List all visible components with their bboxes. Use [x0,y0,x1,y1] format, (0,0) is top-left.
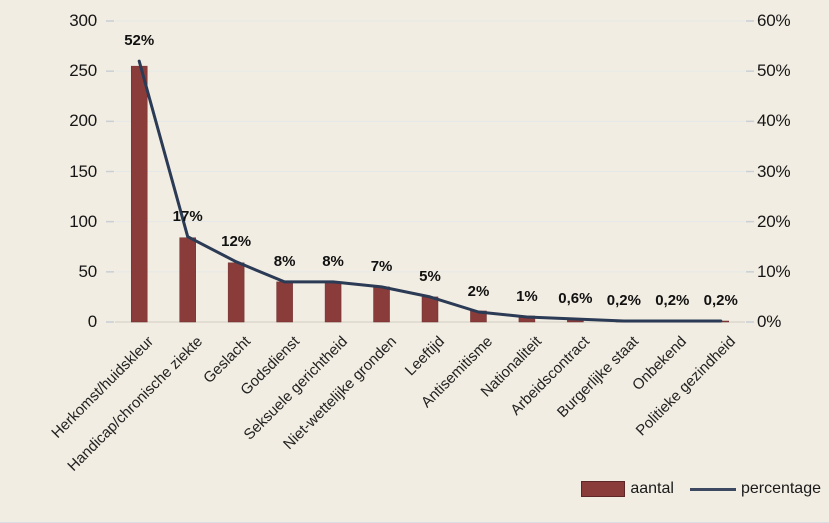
right-axis-tick-label: 20% [757,211,791,231]
right-axis-tick-label: 40% [757,111,791,131]
right-axis-tick-label: 10% [757,261,791,281]
right-axis-tick-label: 0% [757,312,782,331]
right-axis-tick-label: 50% [757,61,791,81]
data-label: 8% [322,252,344,270]
left-axis-tick-label: 200 [69,111,97,131]
data-label: 0,6% [558,289,593,307]
data-label: 8% [273,252,296,270]
bar-aantal [227,262,245,323]
data-label: 7% [370,257,393,275]
data-label: 0,2% [655,291,690,309]
bar-aantal [179,237,196,323]
left-axis-tick-label: 100 [69,211,97,231]
bar-aantal [276,281,293,323]
right-axis-tick-label: 30% [757,161,791,181]
data-label: 0,2% [606,291,641,309]
bar-aantal [421,296,439,323]
percentage-line [137,59,723,323]
left-axis-tick-label: 300 [69,11,97,30]
data-label: 17% [172,207,203,225]
data-label: 1% [516,287,538,305]
data-label: 5% [419,267,441,285]
left-axis-tick-label: 150 [69,161,97,181]
data-label: 2% [467,282,490,300]
bar-aantal [324,281,342,323]
legend-percentage-swatch-icon [689,487,736,491]
legend-aantal-label: aantal [630,480,674,497]
left-axis-tick-label: 50 [78,261,97,281]
data-label: 52% [124,32,155,50]
right-axis-tick-label: 60% [757,11,791,30]
bar-aantal [373,286,390,323]
bar-aantal [130,65,148,323]
legend: aantal percentage [581,480,821,498]
left-axis-tick-label: 250 [69,61,97,81]
left-axis-tick-label: 0 [87,312,97,331]
legend-aantal-swatch-icon [581,481,626,497]
data-label: 0,2% [703,291,738,309]
data-label: 12% [221,232,252,250]
legend-percentage-label: percentage [740,480,821,497]
